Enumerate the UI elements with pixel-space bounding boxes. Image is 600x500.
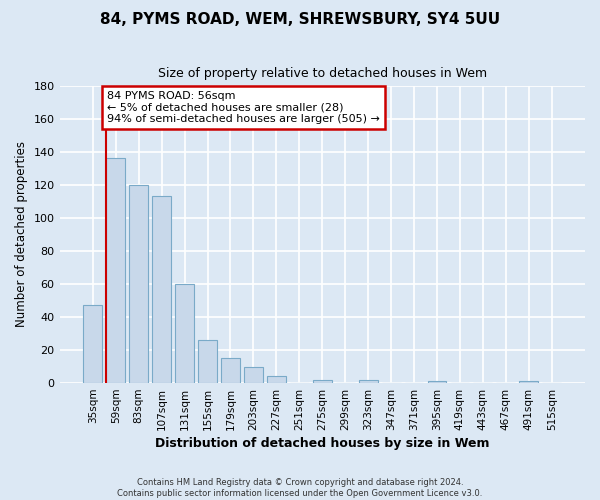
Bar [359,380,377,383]
Bar [221,358,240,383]
Bar [520,382,538,383]
Bar [198,340,217,383]
X-axis label: Distribution of detached houses by size in Wem: Distribution of detached houses by size … [155,437,490,450]
Bar [428,382,446,383]
Y-axis label: Number of detached properties: Number of detached properties [15,142,28,328]
Bar [152,196,171,383]
Text: 84 PYMS ROAD: 56sqm
← 5% of detached houses are smaller (28)
94% of semi-detache: 84 PYMS ROAD: 56sqm ← 5% of detached hou… [107,90,380,124]
Bar [175,284,194,383]
Bar [244,366,263,383]
Text: 84, PYMS ROAD, WEM, SHREWSBURY, SY4 5UU: 84, PYMS ROAD, WEM, SHREWSBURY, SY4 5UU [100,12,500,28]
Bar [313,380,332,383]
Bar [83,306,102,383]
Title: Size of property relative to detached houses in Wem: Size of property relative to detached ho… [158,68,487,80]
Text: Contains HM Land Registry data © Crown copyright and database right 2024.
Contai: Contains HM Land Registry data © Crown c… [118,478,482,498]
Bar [267,376,286,383]
Bar [130,185,148,383]
Bar [106,158,125,383]
